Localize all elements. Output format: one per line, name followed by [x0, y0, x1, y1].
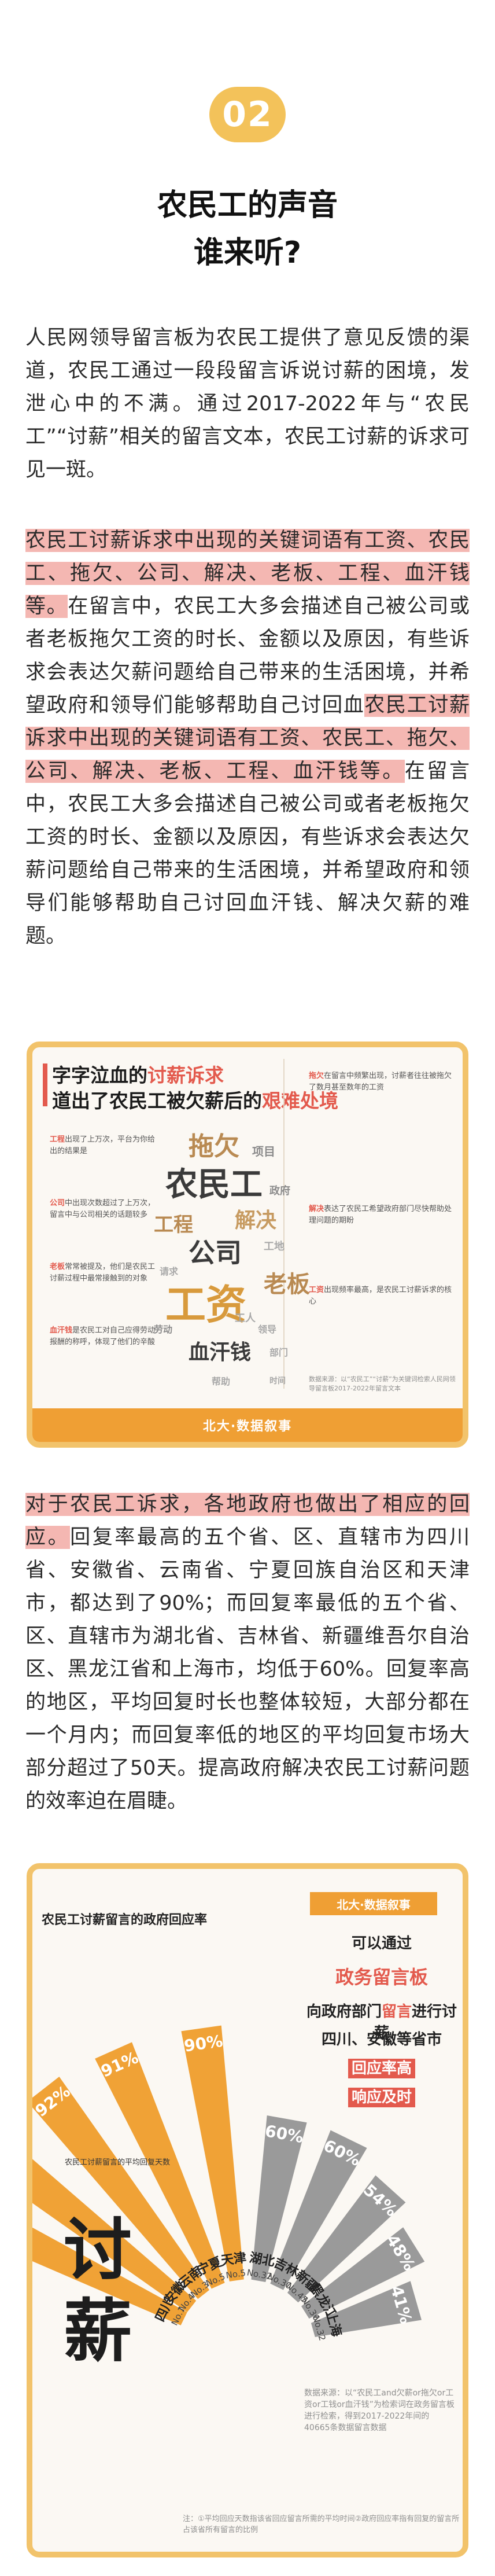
wordcloud-source: 数据来源：以“农民工”“讨薪”为关键词检索人民网领导留言板2017-2022年留… [309, 1375, 456, 1392]
chart-legend: 农民工讨薪留言的平均回复天数 [65, 2158, 171, 2167]
word-cloud: 拖欠农民工工程 解决公司工资 老板血汗钱 项目政府工地工人 请求领导 劳动部门帮助 时间 [154, 1132, 310, 1400]
note-gongcheng: 工程出现了上万次，平台为你给出的结果是 [50, 1135, 156, 1155]
cloud-word: 帮助 [212, 1376, 231, 1387]
cloud-word: 请求 [160, 1266, 179, 1277]
cloud-word: 公司 [189, 1237, 242, 1268]
chart-note: 注：①平均回应天数指该省回应留言所需的平均时间②政府回应率指有回复的留言所占该省… [183, 2515, 460, 2534]
cloud-word: 拖欠 [189, 1132, 239, 1161]
bar-云南 [32, 2076, 210, 2299]
wordcloud-title-line2: 道出了农民工被欠薪后的艰难处境 [52, 1090, 338, 1112]
brand-badge: 北大·数据叙事 [310, 1892, 437, 1915]
keywords-body-1: 在留言中，农民工大多会描述自己被公司或者老板拖欠工资的时长、金额以及原因，有些诉… [25, 595, 470, 717]
response-rate-card: 98%四川No.192%安徽No.492%云南No.391%宁夏No.590%天… [27, 1863, 468, 2557]
note-gongzi: 工资出现频率最高，是农民工讨薪诉求的核心 [309, 1286, 452, 1306]
cloud-word: 项目 [252, 1145, 275, 1158]
note-laoban: 老板常常被提及，他们是农民工讨薪过程中最常接触到的对象 [50, 1263, 156, 1283]
cloud-word: 部门 [269, 1347, 289, 1358]
category-label: 天津 [220, 2250, 248, 2269]
bar-吉林 [270, 2130, 367, 2290]
chart-source: 数据来源：以“农民工and欠薪or拖欠or工资or工钱or血汗钱”为检索词在政务… [304, 2389, 455, 2433]
bar-黑龙江 [301, 2227, 425, 2319]
note-jiejue: 解决表达了农民工希望政府部门尽快帮助处理问题的期盼 [309, 1205, 452, 1225]
side-line5: 回应率高 [304, 2056, 459, 2078]
cloud-word: 劳动 [154, 1324, 173, 1335]
side-line1: 可以通过 [351, 1935, 412, 1952]
note-xuehanqian: 血汗钱是农民工对自己应得劳动报酬的称呼，体现了他们的辛酸 [50, 1326, 156, 1346]
bar-新疆 [287, 2175, 406, 2303]
big-char-tao: 讨 [64, 2210, 132, 2290]
keywords-paragraph: 农民工讨薪诉求中出现的关键词语有工资、农民工、拖欠、公司、解决、老板、工程、血汗… [25, 524, 470, 953]
bar-安徽 [32, 2130, 197, 2313]
bar-宁夏 [95, 2042, 225, 2289]
side-line6: 响应及时 [304, 2085, 459, 2107]
bar-天津 [181, 2025, 244, 2281]
side-line3: 向政府部门留言进行讨薪 [306, 2003, 457, 2042]
cloud-word: 工地 [264, 1241, 285, 1253]
cloud-word: 老板 [264, 1271, 310, 1298]
bar-湖北 [251, 2115, 307, 2283]
cloud-word: 工人 [235, 1312, 256, 1324]
cloud-word: 时间 [269, 1377, 286, 1386]
cloud-word: 血汗钱 [189, 1341, 252, 1364]
cloud-word: 工程 [154, 1213, 193, 1237]
response-paragraph: 对于农民工诉求，各地政府也做出了相应的回应。回复率最高的五个省、区、直辖市为四川… [25, 1488, 470, 1818]
section-number-badge: 02 [209, 87, 286, 142]
keywords-body-2: 在留言中，农民工大多会描述自己被公司或者老板拖欠工资的时长、金额以及原因，有些诉… [25, 760, 470, 948]
note-tuoqian: 拖欠在留言中频繁出现，讨薪者往往被拖欠了数月甚至数年的工资 [309, 1072, 452, 1092]
title-accent-bar [43, 1063, 47, 1106]
bar-上海 [311, 2281, 422, 2338]
side-line4: 四川、安徽等省市 [321, 2031, 442, 2048]
wordcloud-title-line1: 字字泣血的讨薪诉求 [52, 1064, 224, 1087]
cloud-word: 农民工 [165, 1166, 263, 1204]
divider [283, 1059, 285, 1389]
intro-paragraph: 人民网领导留言板为农民工提供了意见反馈的渠道，农民工通过一段段留言诉说讨薪的困境… [25, 326, 470, 481]
side-line2: 政务留言板 [335, 1966, 428, 1988]
cloud-word: 解决 [235, 1209, 277, 1232]
chart-title: 农民工讨薪留言的政府回应率 [42, 1913, 208, 1927]
section-title-line2: 谁来听? [193, 235, 302, 270]
avg-days-label: No.5 [225, 2268, 246, 2281]
wordcloud-card: 字字泣血的讨薪诉求 道出了农民工被欠薪后的艰难处境 工程出现了上万次，平台为你给… [27, 1042, 468, 1448]
big-char-xin: 薪 [64, 2291, 132, 2371]
cloud-word: 政府 [269, 1185, 290, 1197]
response-body: 回复率最高的五个省、区、直辖市为四川省、安徽省、云南省、宁夏回族自治区和天津市，… [25, 1526, 470, 1813]
note-gongsi: 公司中出现次数超过了上万次，留言中与公司相关的话题较多 [50, 1199, 156, 1219]
radial-bar-chart: 98%四川No.192%安徽No.492%云南No.391%宁夏No.590%天… [32, 2025, 425, 2342]
bar-四川 [32, 2178, 187, 2325]
cloud-word: 领导 [258, 1324, 277, 1335]
cloud-word: 工资 [165, 1281, 246, 1329]
brand-footer: 北大·数据叙事 [32, 1408, 463, 1442]
section-title-line1: 农民工的声音 [157, 188, 338, 223]
